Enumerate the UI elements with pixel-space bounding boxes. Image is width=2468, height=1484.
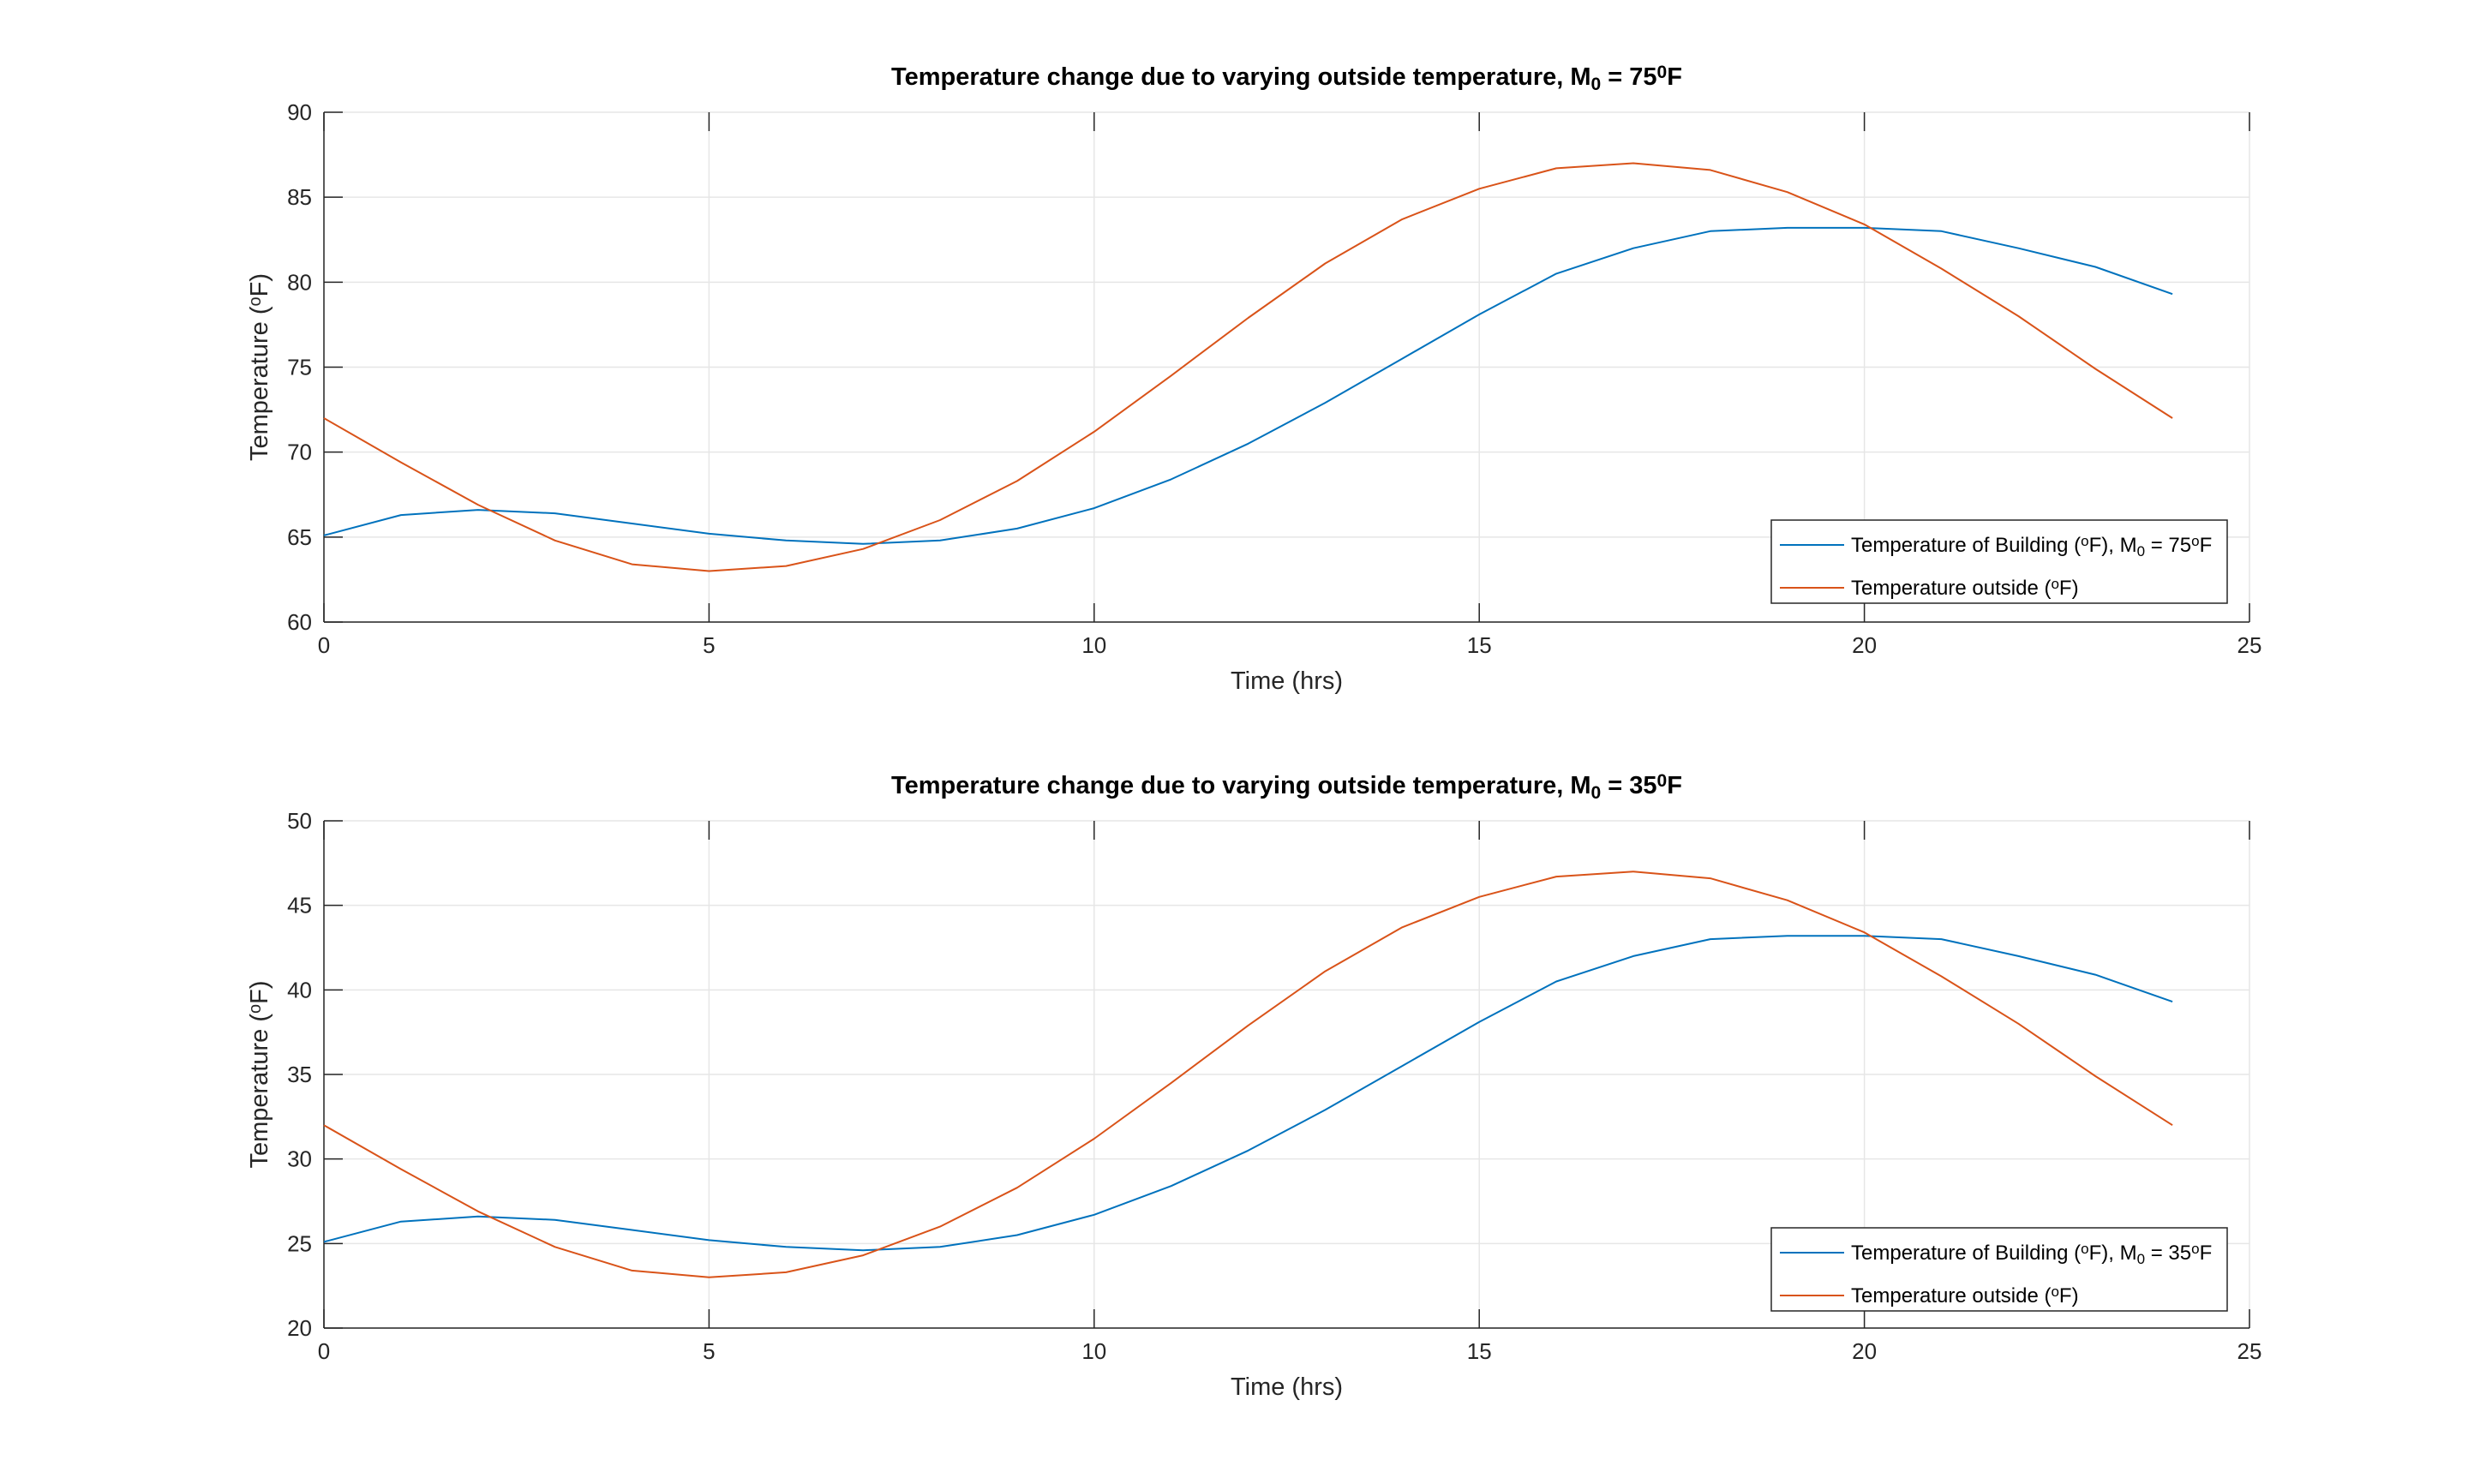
x-tick-label: 10 (1081, 1338, 1106, 1364)
y-tick-label: 40 (287, 977, 312, 1002)
x-tick-label: 15 (1467, 632, 1492, 658)
y-tick-label: 60 (287, 609, 312, 635)
ylabel-superscript: o (246, 296, 265, 306)
y-tick-label: 30 (287, 1146, 312, 1172)
legend-superscript: o (2081, 533, 2088, 549)
ylabel-part: Temperature ( (246, 306, 273, 461)
legend-superscript: o (2051, 576, 2058, 592)
legend-part: = 35 (2145, 1242, 2191, 1265)
series-line-2 (323, 162, 2173, 572)
legend-part: F (2200, 1242, 2213, 1265)
legend-superscript: o (2081, 1241, 2088, 1257)
x-tick-label: 10 (1081, 632, 1106, 658)
legend: Temperature of Building (oF), M0 = 35oFT… (1770, 1227, 2228, 1312)
legend-part: Temperature outside ( (1851, 1284, 2051, 1307)
y-tick-label: 70 (287, 440, 312, 465)
legend-part: F) (2059, 1284, 2079, 1307)
legend-part: F (2200, 534, 2213, 557)
series-line-1 (323, 226, 2173, 545)
ylabel-part: Temperature ( (246, 1014, 273, 1169)
title-part: Temperature change due to varying outsid… (891, 63, 1590, 91)
legend-part: F), M (2089, 534, 2137, 557)
legend-entry-1: Temperature of Building (oF), M0 = 35oF (1851, 1241, 2212, 1267)
title-subscript: 0 (1591, 75, 1602, 94)
y-tick-label: 25 (287, 1230, 312, 1256)
y-tick-label: 85 (287, 184, 312, 210)
y-axis-label: Temperature (oF) (246, 980, 273, 1168)
ylabel-part: F) (246, 273, 273, 296)
x-axis-label: Time (hrs) (1231, 667, 1343, 695)
x-tick-label: 25 (2237, 1338, 2262, 1364)
chart-1: 0 5 10 15 20 25 60 65 70 75 80 85 90 Temperature chan… (246, 63, 2261, 695)
legend-box (1770, 519, 2228, 604)
series-line-2 (323, 871, 2173, 1278)
legend-superscript: o (2191, 1241, 2199, 1257)
legend-entry-2: Temperature outside (oF) (1851, 1284, 2079, 1307)
x-tick-label: 25 (2237, 632, 2262, 658)
title-superscript: 0 (1657, 63, 1668, 82)
y-tick-label: 50 (287, 808, 312, 834)
chart-title: Temperature change due to varying outsid… (891, 63, 1682, 95)
ylabel-superscript: o (246, 1004, 265, 1014)
y-tick-label: 45 (287, 893, 312, 919)
legend-part: = 75 (2145, 534, 2191, 557)
legend-superscript: o (2191, 533, 2199, 549)
legend-entry-1: Temperature of Building (oF), M0 = 75oF (1851, 533, 2212, 559)
legend-box (1770, 1227, 2228, 1312)
chart-title: Temperature change due to varying outsid… (891, 771, 1682, 804)
x-tick-label: 15 (1467, 1338, 1492, 1364)
chart-2: 0 5 10 15 20 25 20 25 30 35 40 45 50 Temperature chan… (246, 771, 2261, 1401)
x-tick-label: 5 (703, 1338, 715, 1364)
legend-part: Temperature of Building ( (1851, 1242, 2081, 1265)
legend-part: Temperature of Building ( (1851, 534, 2081, 557)
x-tick-label: 0 (318, 632, 330, 658)
x-tick-label: 20 (1852, 632, 1877, 658)
legend-subscript: 0 (2137, 1251, 2145, 1267)
y-tick-label: 75 (287, 355, 312, 380)
y-tick-label: 35 (287, 1062, 312, 1087)
y-tick-label: 90 (287, 99, 312, 125)
title-part: = 35 (1601, 772, 1656, 799)
ylabel-part: F) (246, 980, 273, 1003)
title-part: F (1667, 772, 1682, 799)
y-axis-label: Temperature (oF) (246, 273, 273, 461)
y-tick-label: 80 (287, 269, 312, 295)
title-part: Temperature change due to varying outsid… (891, 772, 1590, 799)
title-part: = 75 (1601, 63, 1656, 91)
legend-part: Temperature outside ( (1851, 577, 2051, 600)
x-tick-label: 0 (318, 1338, 330, 1364)
series-line-1 (323, 935, 2173, 1252)
legend-superscript: o (2051, 1284, 2058, 1300)
legend-part: F), M (2089, 1242, 2137, 1265)
x-axis-label: Time (hrs) (1231, 1373, 1343, 1401)
title-part: F (1667, 63, 1682, 91)
title-superscript: 0 (1657, 771, 1668, 791)
legend-subscript: 0 (2137, 543, 2145, 559)
legend-entry-2: Temperature outside (oF) (1851, 576, 2079, 600)
x-tick-label: 5 (703, 632, 715, 658)
y-tick-label: 65 (287, 524, 312, 550)
legend-part: F) (2059, 577, 2079, 600)
title-subscript: 0 (1591, 783, 1602, 803)
legend: Temperature of Building (oF), M0 = 75oFT… (1770, 519, 2228, 604)
y-tick-label: 20 (287, 1315, 312, 1341)
x-tick-label: 20 (1852, 1338, 1877, 1364)
